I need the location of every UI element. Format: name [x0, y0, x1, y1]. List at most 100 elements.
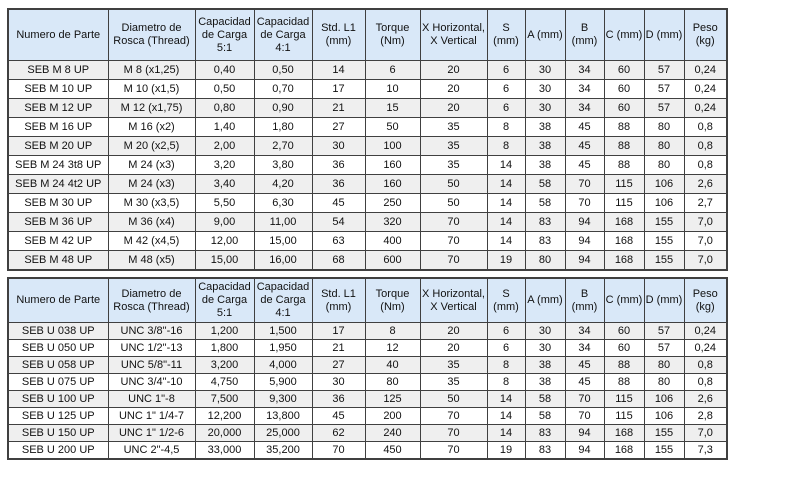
column-header: B (mm)	[564, 277, 605, 323]
table-cell: 27	[311, 356, 366, 374]
table-cell: 58	[524, 407, 566, 425]
table-cell: 14	[486, 424, 526, 442]
column-header: Capacidad de Carga 4:1	[253, 277, 313, 323]
header-row: Numero de Parte Diametro de Rosca (Thread…	[7, 8, 728, 61]
table-row: SEB M 42 UP M 42 (x4,5) 12,00 15,00 63 400 70 1…	[7, 231, 728, 251]
table-cell: 1,80	[253, 117, 313, 137]
part-number-cell: SEB U 038 UP	[7, 322, 109, 340]
table-cell: 8	[364, 322, 421, 340]
table-cell: 35	[419, 155, 488, 175]
table-cell: 38	[524, 373, 566, 391]
table-cell: 0,8	[683, 356, 728, 374]
table-cell: 15,00	[253, 231, 313, 251]
unc-table-body: SEB U 038 UP UNC 3/8"-16 1,200 1,500 17 8 20 6 3…	[7, 322, 728, 459]
part-number-cell: SEB U 058 UP	[7, 356, 109, 374]
column-header: Capacidad de Carga 5:1	[194, 8, 255, 61]
table-cell: 94	[564, 441, 605, 459]
column-header: Std. L1 (mm)	[311, 8, 366, 61]
column-header: A (mm)	[524, 8, 566, 61]
table-cell: 60	[603, 98, 645, 118]
metric-thread-table: Numero de Parte Diametro de Rosca (Thread…	[7, 8, 728, 271]
table-cell: 30	[524, 79, 566, 99]
table-cell: 20	[419, 98, 488, 118]
table-cell: 9,300	[253, 390, 313, 408]
column-header: C (mm)	[603, 277, 645, 323]
column-header: X Horizontal, X Vertical	[419, 277, 488, 323]
table-cell: 34	[564, 79, 605, 99]
table-cell: 94	[564, 250, 605, 270]
table-cell: 70	[564, 193, 605, 213]
table-cell: 50	[419, 390, 488, 408]
table-cell: 155	[643, 231, 685, 251]
table-cell: 0,50	[194, 79, 255, 99]
table-cell: 94	[564, 424, 605, 442]
table-cell: 160	[364, 174, 421, 194]
table-cell: UNC 1" 1/2-6	[107, 424, 196, 442]
table-cell: 34	[564, 339, 605, 357]
table-cell: 115	[603, 407, 645, 425]
table-cell: 17	[311, 79, 366, 99]
table-cell: 250	[364, 193, 421, 213]
table-cell: 80	[643, 136, 685, 156]
table-cell: 88	[603, 356, 645, 374]
table-cell: 14	[486, 231, 526, 251]
header-row: Numero de Parte Diametro de Rosca (Thread…	[7, 277, 728, 323]
table-cell: 70	[564, 390, 605, 408]
table-cell: 34	[564, 98, 605, 118]
table-cell: 35	[419, 356, 488, 374]
table-cell: 240	[364, 424, 421, 442]
table-cell: 13,800	[253, 407, 313, 425]
table-cell: UNC 3/8"-16	[107, 322, 196, 340]
table-cell: 88	[603, 117, 645, 137]
table-cell: 0,90	[253, 98, 313, 118]
table-cell: M 12 (x1,75)	[107, 98, 196, 118]
table-cell: 155	[643, 212, 685, 232]
table-cell: 0,8	[683, 136, 728, 156]
table-cell: 2,8	[683, 407, 728, 425]
table-cell: 58	[524, 390, 566, 408]
table-cell: 0,40	[194, 60, 255, 80]
table-cell: 70	[564, 407, 605, 425]
table-cell: 12,200	[194, 407, 255, 425]
table-cell: 168	[603, 441, 645, 459]
table-cell: 14	[486, 193, 526, 213]
table-cell: M 24 (x3)	[107, 155, 196, 175]
table-cell: 38	[524, 356, 566, 374]
table-cell: 7,0	[683, 212, 728, 232]
table-cell: 58	[524, 193, 566, 213]
table-cell: 0,24	[683, 339, 728, 357]
table-cell: 38	[524, 136, 566, 156]
table-cell: 14	[311, 60, 366, 80]
table-cell: 168	[603, 424, 645, 442]
table-cell: 1,500	[253, 322, 313, 340]
table-cell: 36	[311, 155, 366, 175]
table-cell: 50	[419, 193, 488, 213]
table-cell: 1,200	[194, 322, 255, 340]
table-cell: 5,50	[194, 193, 255, 213]
column-header: A (mm)	[524, 277, 566, 323]
table-cell: 60	[603, 322, 645, 340]
table-cell: 36	[311, 174, 366, 194]
table-cell: 70	[311, 441, 366, 459]
table-cell: 7,0	[683, 250, 728, 270]
unc-thread-table: Numero de Parte Diametro de Rosca (Thread…	[7, 277, 728, 460]
table-row: SEB U 150 UP UNC 1" 1/2-6 20,000 25,000 62 24…	[7, 424, 728, 442]
table-cell: M 36 (x4)	[107, 212, 196, 232]
table-cell: 83	[524, 441, 566, 459]
table-cell: 40	[364, 356, 421, 374]
table-cell: 0,8	[683, 155, 728, 175]
table-cell: 3,200	[194, 356, 255, 374]
table-cell: 30	[524, 322, 566, 340]
table-cell: 3,20	[194, 155, 255, 175]
table-cell: 9,00	[194, 212, 255, 232]
column-header: C (mm)	[603, 8, 645, 61]
table-row: SEB M 8 UP M 8 (x1,25) 0,40 0,50 14 6 20 6 30 34 6…	[7, 60, 728, 80]
table-cell: 7,500	[194, 390, 255, 408]
table-cell: 94	[564, 212, 605, 232]
table-cell: 106	[643, 193, 685, 213]
part-number-cell: SEB M 24 4t2 UP	[7, 174, 109, 194]
table-cell: 7,0	[683, 231, 728, 251]
table-cell: 125	[364, 390, 421, 408]
table-cell: 45	[311, 193, 366, 213]
table-cell: 600	[364, 250, 421, 270]
